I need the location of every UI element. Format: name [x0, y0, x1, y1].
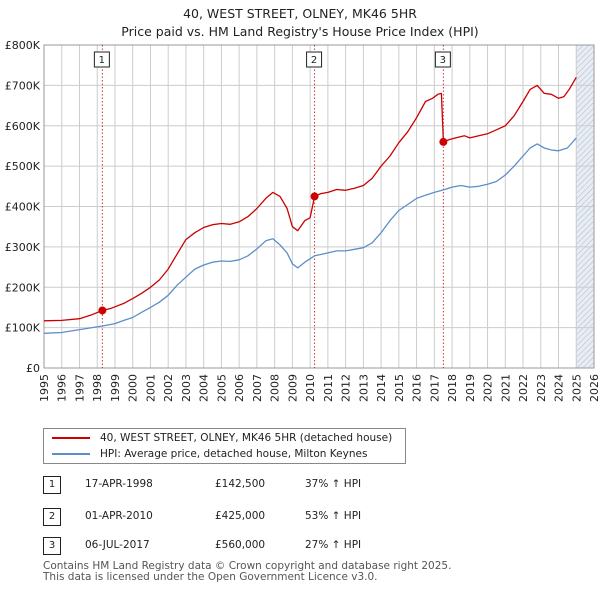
legend-item-hpi: HPI: Average price, detached house, Milt…	[52, 446, 367, 462]
legend-item-property: 40, WEST STREET, OLNEY, MK46 5HR (detach…	[52, 430, 392, 446]
y-tick-label: £700K	[5, 79, 41, 92]
sale-label-number: 2	[311, 55, 317, 66]
plot-border	[43, 44, 595, 369]
x-tick-label: 2000	[127, 374, 140, 402]
x-tick-label: 2009	[286, 374, 299, 402]
transaction-hpi-change: 27% ↑ HPI	[305, 539, 362, 551]
transaction-price: £560,000	[215, 539, 266, 551]
transaction-hpi-change: 53% ↑ HPI	[305, 510, 362, 522]
x-tick-label: 2019	[464, 374, 477, 402]
sale-label-box	[93, 51, 110, 68]
chart-title-subtitle: Price paid vs. HM Land Registry's House …	[121, 24, 479, 39]
x-tick-label: 2006	[233, 374, 246, 402]
series-line-property	[43, 76, 577, 322]
transaction-number-badge: 1	[43, 476, 61, 494]
series-line-hpi	[43, 137, 577, 334]
transaction-price: £142,500	[215, 478, 266, 490]
x-tick-label: 2024	[553, 374, 566, 402]
x-tick-label: 1997	[73, 374, 86, 402]
x-tick-label: 2015	[393, 374, 406, 402]
y-tick-label: £800K	[5, 39, 41, 52]
x-tick-label: 1999	[109, 374, 122, 402]
x-tick-label: 2026	[588, 374, 600, 402]
x-tick-label: 2016	[411, 374, 424, 402]
x-tick-label: 2014	[375, 374, 388, 402]
y-tick-label: £200K	[5, 281, 41, 294]
sale-label-number: 1	[99, 55, 105, 66]
footer-licence: This data is licensed under the Open Gov…	[43, 571, 378, 583]
y-tick-label: £300K	[5, 241, 41, 254]
chart-title-address: 40, WEST STREET, OLNEY, MK46 5HR	[183, 6, 417, 21]
x-tick-label: 2003	[180, 374, 193, 402]
x-tick-label: 2010	[304, 374, 317, 402]
y-tick-label: £400K	[5, 201, 41, 214]
x-tick-label: 2013	[357, 374, 370, 402]
x-tick-label: 2004	[198, 374, 211, 402]
transaction-date: 01-APR-2010	[85, 510, 153, 522]
table-row: 1 17-APR-1998 £142,500 37% ↑ HPI	[43, 476, 383, 494]
transaction-date: 06-JUL-2017	[85, 539, 150, 551]
x-tick-label: 2023	[535, 374, 548, 402]
x-tick-label: 1996	[56, 374, 69, 402]
transaction-date: 17-APR-1998	[85, 478, 153, 490]
sale-point	[439, 137, 448, 146]
y-tick-label: £0	[26, 362, 40, 375]
legend-swatch-property	[52, 437, 90, 439]
transaction-hpi-change: 37% ↑ HPI	[305, 478, 362, 490]
transaction-price: £425,000	[215, 510, 266, 522]
legend-label-hpi: HPI: Average price, detached house, Milt…	[100, 448, 368, 460]
x-tick-label: 2025	[570, 374, 583, 402]
sale-label-box	[434, 51, 451, 68]
legend-swatch-hpi	[52, 453, 90, 455]
sale-point	[98, 306, 107, 315]
transaction-number-badge: 2	[43, 508, 61, 526]
x-tick-label: 2022	[517, 374, 530, 402]
x-tick-label: 1995	[38, 374, 51, 402]
chart-legend: 40, WEST STREET, OLNEY, MK46 5HR (detach…	[43, 428, 406, 464]
y-tick-label: £100K	[5, 322, 41, 335]
x-tick-label: 2008	[269, 374, 282, 402]
footer-attribution: Contains HM Land Registry data © Crown c…	[43, 561, 451, 583]
sale-label-number: 3	[440, 55, 446, 66]
sale-point	[310, 192, 319, 201]
x-tick-label: 2017	[428, 374, 441, 402]
x-tick-label: 2005	[215, 374, 228, 402]
x-tick-label: 2002	[162, 374, 175, 402]
legend-label-property: 40, WEST STREET, OLNEY, MK46 5HR (detach…	[100, 432, 393, 444]
x-tick-label: 2011	[322, 374, 335, 402]
x-tick-label: 2001	[144, 374, 157, 402]
y-tick-label: £500K	[5, 160, 41, 173]
x-tick-label: 2018	[446, 374, 459, 402]
x-tick-label: 1998	[91, 374, 104, 402]
table-row: 2 01-APR-2010 £425,000 53% ↑ HPI	[43, 508, 383, 526]
x-tick-label: 2021	[499, 374, 512, 402]
x-tick-label: 2012	[340, 374, 353, 402]
transaction-number-badge: 3	[43, 537, 61, 555]
sale-label-box	[306, 51, 323, 68]
price-chart: £0 £100K £200K £300K £400K £500K £600K £700K £80…	[5, 39, 600, 402]
x-tick-label: 2007	[251, 374, 264, 402]
y-tick-label: £600K	[5, 120, 41, 133]
table-row: 3 06-JUL-2017 £560,000 27% ↑ HPI	[43, 537, 383, 555]
footer-copyright: Contains HM Land Registry data © Crown c…	[43, 560, 452, 572]
x-tick-label: 2020	[482, 374, 495, 402]
